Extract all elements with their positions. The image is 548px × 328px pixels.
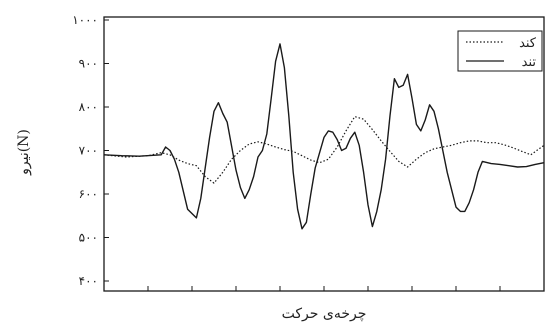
y-tick-label: ۷۰۰ — [79, 144, 98, 158]
y-axis-ticks: ۴۰۰ ۵۰۰ ۶۰۰ ۷۰۰ ۸۰۰ ۹۰۰ ۱۰۰۰ — [72, 13, 109, 288]
y-axis-title: نیرو(N) — [16, 129, 32, 176]
y-tick-label: ۶۰۰ — [79, 187, 98, 201]
x-axis-ticks — [103, 286, 545, 291]
y-tick-label: ۸۰۰ — [79, 100, 98, 114]
legend-label-fast: تند — [522, 55, 537, 70]
series-layer — [103, 43, 545, 230]
y-tick-label: ۴۰۰ — [79, 274, 98, 288]
x-axis-title: چرخه‌ی حرکت — [282, 306, 367, 322]
y-tick-label: ۵۰۰ — [79, 231, 98, 245]
legend-label-slow: کند — [519, 36, 537, 51]
series-line-fast — [103, 43, 545, 230]
y-tick-label: ۱۰۰۰ — [72, 13, 98, 27]
y-tick-label: ۹۰۰ — [79, 57, 98, 71]
legend: کند تند — [457, 30, 543, 72]
legend-box — [457, 30, 543, 72]
